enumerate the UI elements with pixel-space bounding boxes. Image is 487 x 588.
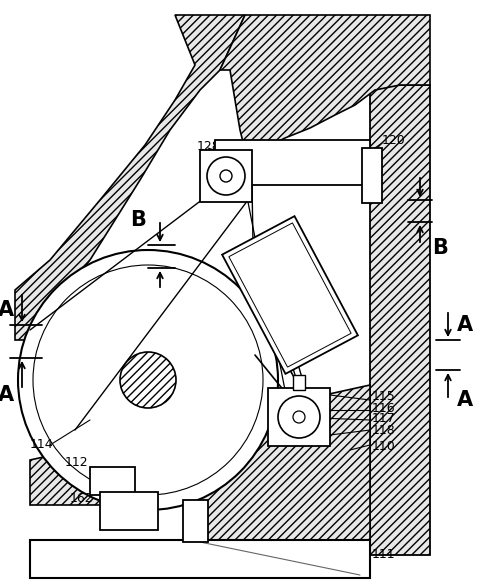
Polygon shape (30, 385, 370, 540)
Text: 111: 111 (372, 549, 395, 562)
Polygon shape (15, 15, 245, 340)
Text: B: B (432, 238, 448, 258)
Bar (362, 148, 382, 203)
Polygon shape (229, 223, 351, 367)
Circle shape (33, 265, 263, 495)
Text: B: B (130, 210, 146, 230)
Bar (200, 150, 252, 202)
Text: 112: 112 (65, 456, 89, 469)
Text: 110: 110 (372, 439, 396, 453)
Text: A: A (0, 385, 14, 405)
Circle shape (293, 411, 305, 423)
Circle shape (120, 352, 176, 408)
Text: 162: 162 (70, 492, 94, 505)
Bar (215, 140, 370, 185)
Text: 120: 120 (382, 133, 406, 146)
Text: 119: 119 (298, 283, 321, 296)
Text: 115: 115 (372, 390, 396, 403)
Polygon shape (222, 216, 358, 374)
Text: A: A (0, 300, 14, 320)
Bar (90, 467, 135, 495)
Polygon shape (370, 85, 430, 555)
Circle shape (220, 170, 232, 182)
Bar (268, 388, 330, 446)
Circle shape (18, 250, 278, 510)
Text: 116: 116 (372, 402, 395, 415)
Text: 118: 118 (372, 423, 396, 436)
Text: A: A (457, 390, 473, 410)
Circle shape (207, 157, 245, 195)
Text: 114: 114 (30, 439, 54, 452)
Polygon shape (220, 15, 430, 158)
Text: A: A (457, 315, 473, 335)
Circle shape (278, 396, 320, 438)
Bar (100, 492, 158, 530)
Bar (183, 500, 208, 542)
Text: 117: 117 (372, 413, 396, 426)
Bar (293, 375, 305, 390)
Bar (30, 540, 370, 578)
Text: 128: 128 (197, 139, 221, 152)
